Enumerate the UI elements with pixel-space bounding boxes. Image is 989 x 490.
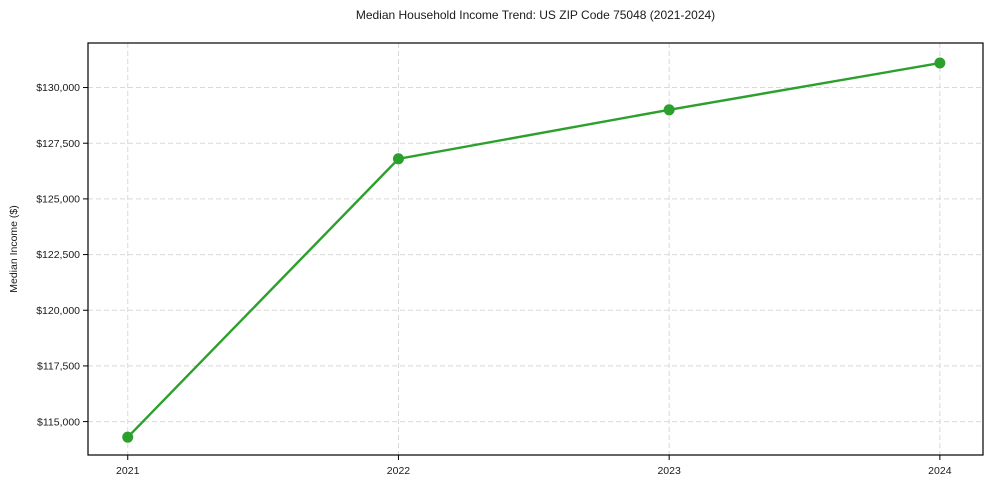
y-tick-label: $115,000	[37, 416, 80, 428]
x-tick-label: 2023	[657, 465, 681, 477]
x-tick-label: 2021	[116, 465, 140, 477]
x-tick-label: 2024	[928, 465, 952, 477]
data-point-2023	[663, 104, 675, 116]
y-tick-label: $120,000	[36, 305, 80, 317]
y-axis-label: Median Income ($)	[8, 205, 20, 293]
y-tick-label: $117,500	[37, 361, 80, 373]
data-point-2024	[934, 57, 946, 69]
data-point-2021	[122, 431, 134, 443]
y-tick-label: $122,500	[36, 249, 80, 261]
y-tick-label: $127,500	[36, 138, 80, 150]
y-tick-label: $130,000	[36, 82, 80, 94]
chart-title: Median Household Income Trend: US ZIP Co…	[355, 8, 716, 22]
plot-border	[87, 42, 984, 456]
trend-line	[126, 61, 942, 439]
x-tick-label: 2022	[387, 465, 411, 477]
data-point-2022	[392, 153, 404, 165]
y-tick-label: $125,000	[36, 194, 80, 206]
